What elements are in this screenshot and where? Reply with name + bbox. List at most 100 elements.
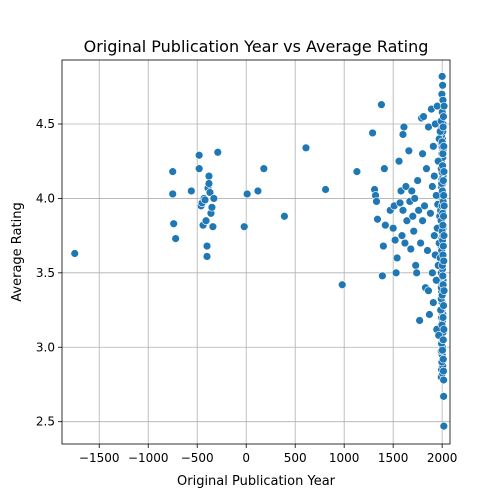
data-point [381,221,390,230]
data-point [429,298,438,307]
data-point [439,301,448,310]
data-point [394,157,404,166]
data-point [202,241,212,251]
data-point [439,167,449,176]
data-point [439,176,448,185]
data-point [418,216,427,225]
data-point [428,268,437,278]
data-point [424,286,433,295]
data-point [202,252,212,261]
data-point [407,186,416,196]
data-point [438,313,448,322]
data-points [70,72,449,431]
data-point [391,268,401,278]
data-point [352,167,362,176]
y-axis-label: Average Rating [10,202,25,301]
data-point [395,198,405,208]
y-tick-label: 4.5 [36,117,55,131]
data-point [168,167,177,176]
data-point [420,201,429,211]
data-point [408,212,417,221]
data-point [439,191,448,200]
data-point [372,197,381,206]
data-point [194,151,204,160]
data-point [439,201,449,211]
data-point [377,100,386,109]
data-point [380,164,389,173]
plot-frame [61,59,451,445]
data-point [253,186,263,196]
data-point [419,112,428,121]
x-tick-label: −1000 [128,451,169,465]
data-point [426,209,435,218]
data-point [398,130,408,139]
x-tick-label: 2000 [427,451,458,465]
y-tick-label: 3.5 [36,266,55,280]
data-point [204,171,214,181]
data-point [439,256,448,266]
data-point [368,128,377,138]
x-tick-label: 1000 [329,451,360,465]
data-point [392,253,402,263]
chart-title: Original Publication Year vs Average Rat… [84,37,429,56]
data-point [437,72,447,81]
data-point [207,203,217,212]
data-point [439,286,449,295]
x-axis-label: Original Publication Year [177,474,336,489]
data-point [413,176,422,185]
data-point [423,246,432,255]
data-point [439,366,448,376]
data-point [409,226,418,236]
data-point [439,325,449,334]
x-tick-label: 1500 [378,451,409,465]
data-point [415,316,424,325]
data-point [432,276,441,285]
x-tick-label: 500 [284,451,307,465]
data-point [213,148,222,157]
data-point [280,212,289,221]
data-point [439,101,449,111]
data-point [388,223,398,233]
data-point [438,122,448,132]
data-point [301,143,311,153]
data-point [259,164,269,173]
data-point [400,238,410,248]
data-point [338,280,347,289]
data-point [379,241,388,251]
data-point [416,238,425,248]
data-point [398,206,408,215]
data-point [401,182,411,191]
data-point [402,216,412,225]
data-point [430,171,439,181]
data-point [438,271,447,281]
data-point [205,188,215,197]
data-point [168,189,177,199]
data-point [412,268,421,278]
data-point [439,212,448,221]
data-point [208,222,218,231]
data-point [439,392,448,401]
data-point [390,235,400,245]
data-point [411,261,420,270]
data-point [397,231,407,240]
y-tick-label: 3.0 [36,340,55,354]
data-point [418,149,427,158]
data-point [439,241,448,251]
data-point [429,142,438,151]
data-point [438,81,447,90]
data-point [410,194,419,203]
data-point [194,164,204,173]
data-point [428,182,437,191]
data-point [187,186,196,196]
data-point [209,194,219,203]
data-point [200,195,210,205]
x-tick-label: −500 [181,451,214,465]
data-point [439,335,448,345]
grid-lines [62,60,450,444]
data-point [430,231,439,240]
data-point [242,189,252,199]
y-tick-label: 2.5 [36,415,55,429]
data-point [438,149,448,158]
data-point [439,354,448,364]
